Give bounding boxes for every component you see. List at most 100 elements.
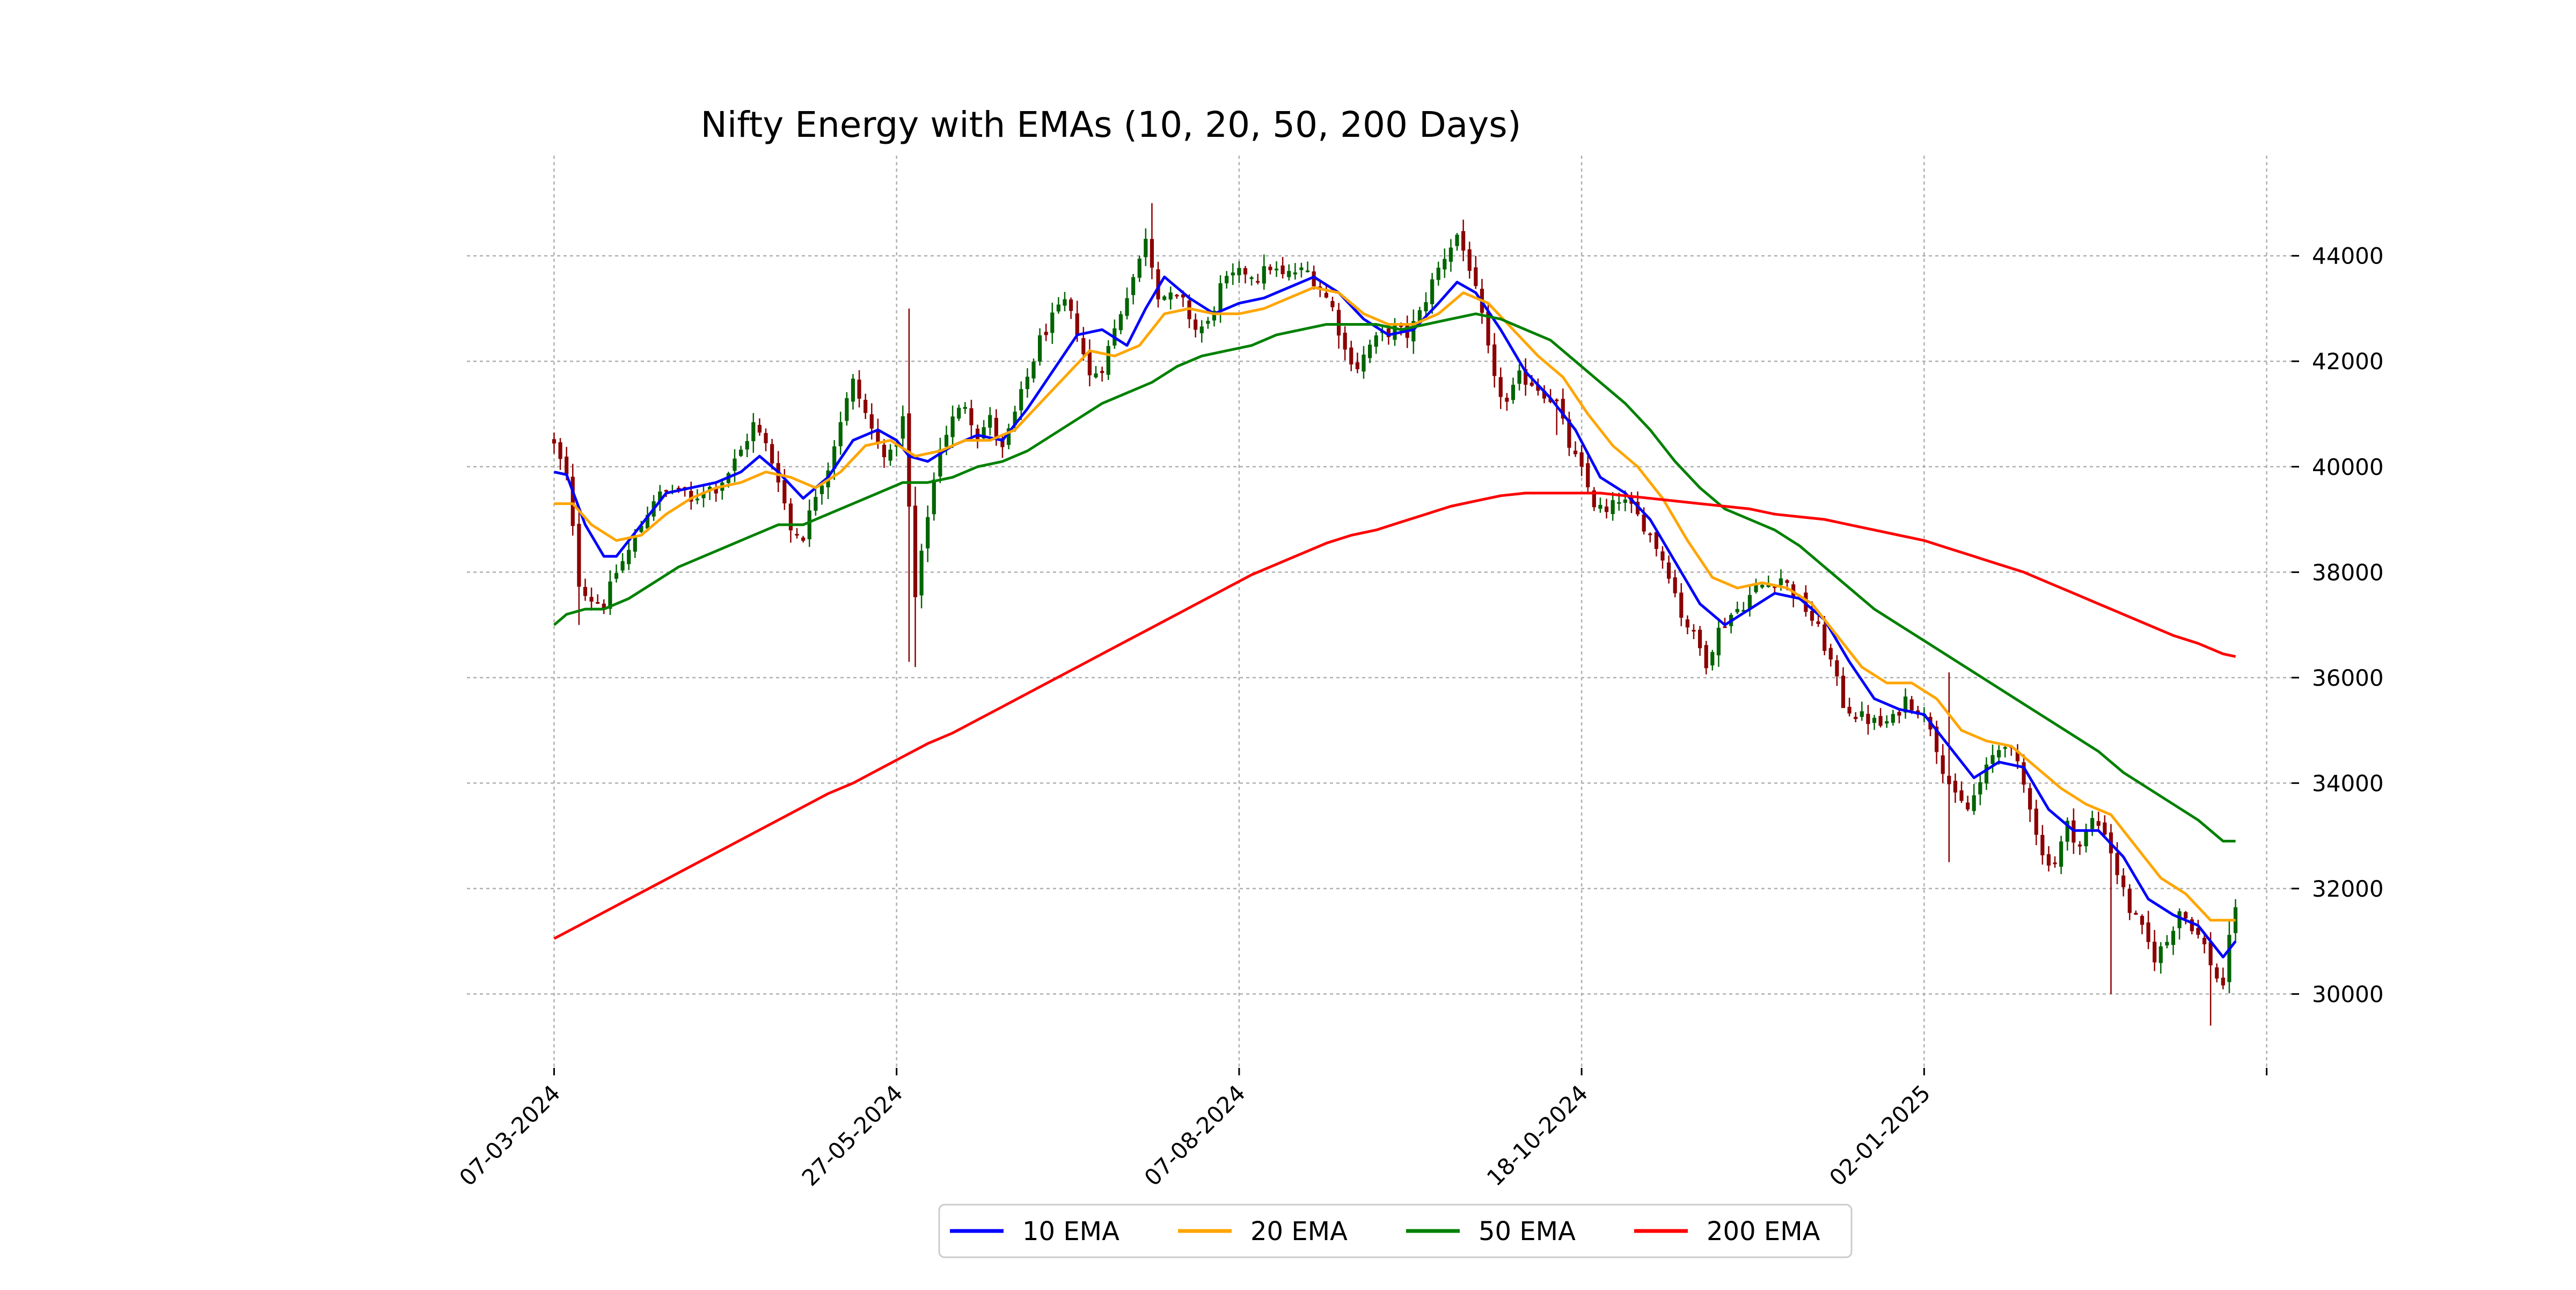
candle-up xyxy=(1367,345,1372,358)
candle-down xyxy=(1579,452,1584,467)
candle-up xyxy=(888,449,892,461)
candle-down xyxy=(788,503,793,531)
candle-up xyxy=(1131,277,1136,295)
candle-up xyxy=(1436,267,1440,280)
candle-down xyxy=(770,444,774,464)
candle-down xyxy=(2134,913,2138,915)
candle-down xyxy=(602,603,606,609)
candle-down xyxy=(1330,300,1335,307)
candle-down xyxy=(1816,621,1820,624)
candle-up xyxy=(982,427,986,438)
legend-label: 200 EMA xyxy=(1707,1216,1820,1247)
grid-lines xyxy=(467,156,2292,1068)
ema-line-50-ema xyxy=(553,312,2236,842)
candle-down xyxy=(863,400,868,413)
candle-up xyxy=(1990,755,1995,764)
candle-up xyxy=(1754,584,1758,592)
candle-up xyxy=(1716,627,1721,656)
candle-up xyxy=(1611,500,1615,515)
y-tick-label: 30000 xyxy=(2312,981,2384,1007)
candle-up xyxy=(1735,609,1739,613)
candle-down xyxy=(1866,714,1870,724)
candle-down xyxy=(1941,755,1945,774)
candle-down xyxy=(1666,562,1671,579)
candle-up xyxy=(1094,373,1098,378)
candle-up xyxy=(2227,935,2231,983)
candle-up xyxy=(1006,428,1011,445)
candle-down xyxy=(2022,762,2026,785)
candle-up xyxy=(639,525,643,532)
x-tick-label: 07-03-2024 xyxy=(454,1080,565,1191)
candle-up xyxy=(901,416,905,439)
candle-down xyxy=(1704,645,1708,669)
candle-down xyxy=(2221,977,2225,986)
candle-down xyxy=(882,444,887,457)
candle-up xyxy=(1218,283,1223,311)
candle-down xyxy=(2077,844,2082,847)
candle-up xyxy=(1287,270,1291,277)
candle-down xyxy=(1100,371,1104,373)
candle-down xyxy=(570,477,575,526)
candle-up xyxy=(1237,268,1241,275)
candle-down xyxy=(2184,912,2188,919)
candle-up xyxy=(1299,267,1304,270)
y-tick-label: 40000 xyxy=(2312,454,2384,480)
candle-down xyxy=(1573,450,1578,455)
ema-line-10-ema xyxy=(553,275,2237,959)
candle-up xyxy=(1448,247,1453,262)
candle-down xyxy=(1343,332,1347,350)
candle-down xyxy=(1823,624,1827,651)
legend-box xyxy=(938,1204,1853,1258)
candle-up xyxy=(845,398,849,421)
candle-down xyxy=(1692,629,1696,632)
candle-up xyxy=(1199,326,1204,333)
candle-up xyxy=(1710,652,1715,666)
candle-up xyxy=(1144,239,1148,258)
candle-down xyxy=(1498,377,1503,397)
candle-up xyxy=(1162,296,1167,300)
candle-down xyxy=(1312,271,1316,287)
candle-up xyxy=(627,549,631,565)
candle-down xyxy=(1268,266,1272,270)
candle-down xyxy=(2208,942,2213,965)
candle-up xyxy=(932,479,936,515)
candle-down xyxy=(1723,626,1727,628)
candle-down xyxy=(1256,281,1260,283)
candle-down xyxy=(1069,299,1073,311)
candle-down xyxy=(2146,922,2150,942)
candle-down xyxy=(1492,344,1497,376)
candle-down xyxy=(2115,853,2119,875)
candle-down xyxy=(1000,438,1005,448)
candle-down xyxy=(1194,319,1198,330)
candle-up xyxy=(1168,292,1173,300)
x-tick-label: 02-01-2025 xyxy=(1824,1080,1935,1191)
candle-up xyxy=(2003,747,2007,749)
candle-down xyxy=(689,490,693,502)
legend-label: 10 EMA xyxy=(1022,1216,1119,1247)
candle-up xyxy=(738,449,743,456)
candle-up xyxy=(608,581,612,609)
candle-down xyxy=(2096,821,2101,826)
candle-down xyxy=(1399,325,1403,327)
x-tick-label: 07-08-2024 xyxy=(1139,1080,1250,1191)
candle-down xyxy=(1835,660,1839,677)
candle-down xyxy=(907,413,911,507)
candle-up xyxy=(1598,504,1602,509)
candle-up xyxy=(1106,346,1110,375)
candle-down xyxy=(1529,383,1534,386)
candle-up xyxy=(1872,717,1877,723)
candle-down xyxy=(2202,937,2207,944)
candle-up xyxy=(2165,942,2169,945)
candle-down xyxy=(994,417,998,438)
candle-up xyxy=(1885,721,1889,724)
candle-down xyxy=(1081,338,1086,354)
candle-down xyxy=(2196,927,2200,935)
y-tick-label: 42000 xyxy=(2312,348,2384,375)
candle-down xyxy=(664,490,668,492)
candle-down xyxy=(1505,398,1509,402)
candle-up xyxy=(2158,946,2163,963)
candle-down xyxy=(1524,369,1528,385)
candle-down xyxy=(1660,551,1665,561)
candle-down xyxy=(1679,592,1684,618)
candle-down xyxy=(1044,332,1048,335)
